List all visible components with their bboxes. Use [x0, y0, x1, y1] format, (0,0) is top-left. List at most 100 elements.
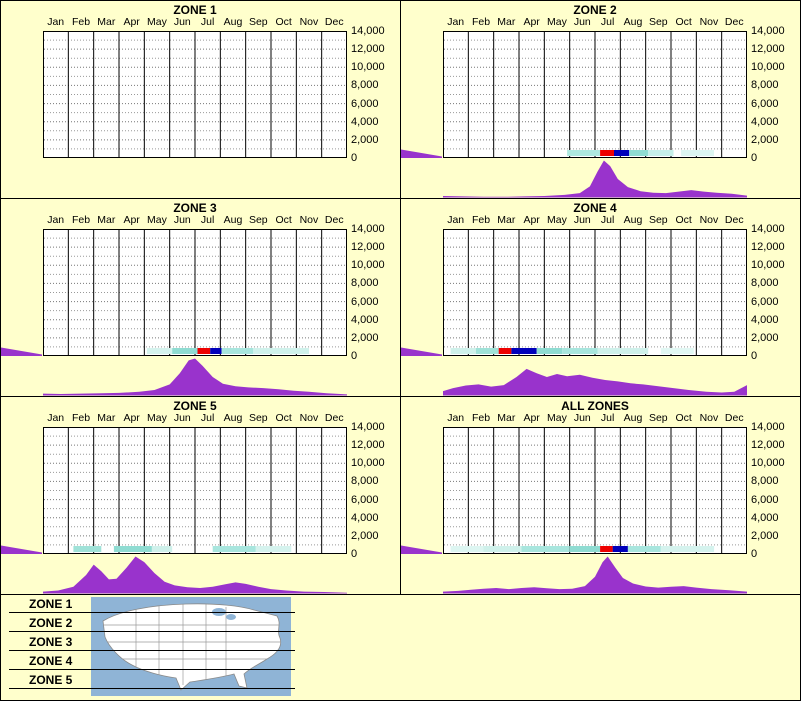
left-wedge	[1, 545, 42, 554]
phenology-grid	[43, 229, 347, 356]
month-label: Apr	[523, 16, 540, 28]
y-tick-label: 12,000	[751, 43, 785, 56]
month-label: Mar	[497, 16, 516, 28]
month-axis: Jan Feb Mar Apr May Jun Jul Aug Sep Oct Nov Dec	[443, 412, 747, 424]
left-wedge	[1, 347, 42, 356]
month-label: Feb	[471, 16, 491, 28]
legend-area: ZONE 1 ZONE 2 ZONE 3 ZONE 4 ZONE 5	[1, 595, 800, 700]
panel-title: ALL ZONES	[561, 399, 629, 413]
y-tick-label: 10,000	[351, 61, 385, 74]
y-tick-label: 4,000	[351, 313, 379, 326]
month-label: Aug	[223, 412, 243, 424]
month-label: Dec	[324, 412, 344, 424]
month-label: Feb	[71, 412, 91, 424]
zone-divider-line	[9, 650, 295, 651]
y-tick-label: 8,000	[751, 277, 779, 290]
month-label: Oct	[275, 16, 292, 28]
phenology-grid	[443, 427, 747, 554]
y-tick-label: 12,000	[351, 439, 385, 452]
month-label: Jun	[173, 214, 191, 226]
y-axis: 14,000 12,000 10,000 8,000 6,000 4,000 2,000 0	[351, 421, 397, 560]
y-tick-label: 4,000	[751, 511, 779, 524]
y-tick-label: 14,000	[351, 223, 385, 235]
month-label: Jan	[47, 412, 65, 424]
y-tick-label: 8,000	[751, 475, 779, 488]
month-label: May	[147, 412, 167, 424]
month-label: Nov	[699, 214, 719, 226]
left-wedge	[401, 149, 442, 158]
month-label: Nov	[299, 214, 319, 226]
zone-divider-line	[9, 688, 295, 689]
y-tick-label: 12,000	[751, 439, 785, 452]
month-label: Aug	[223, 16, 243, 28]
month-label: Sep	[248, 214, 268, 226]
y-tick-label: 4,000	[351, 511, 379, 524]
month-label: Jan	[447, 214, 465, 226]
month-label: Dec	[724, 16, 744, 28]
y-tick-label: 14,000	[751, 421, 785, 433]
month-label: May	[547, 412, 567, 424]
month-label: Jan	[47, 16, 65, 28]
y-tick-label: 0	[751, 350, 758, 362]
phenology-grid	[43, 427, 347, 554]
y-tick-label: 14,000	[751, 223, 785, 235]
y-tick-label: 2,000	[751, 331, 779, 344]
y-tick-label: 2,000	[751, 133, 779, 146]
month-label: Nov	[299, 412, 319, 424]
month-label: Jul	[600, 214, 615, 226]
month-label: Apr	[123, 412, 140, 424]
month-label: Jul	[200, 16, 215, 28]
y-axis: 14,000 12,000 10,000 8,000 6,000 4,000 2,000 0	[751, 223, 797, 362]
y-tick-label: 0	[351, 350, 358, 362]
month-label: Oct	[275, 412, 292, 424]
month-label: Feb	[71, 16, 91, 28]
month-label: Jun	[573, 412, 591, 424]
y-tick-label: 8,000	[351, 475, 379, 488]
left-wedge	[401, 545, 442, 554]
left-wedge	[401, 347, 442, 356]
y-tick-label: 12,000	[751, 241, 785, 254]
panel-zone-4: ZONE 4 Jan Feb Mar Apr May Jun Jul Aug Sep Oct Nov…	[401, 199, 800, 397]
month-label: Sep	[648, 412, 668, 424]
y-tick-label: 8,000	[351, 79, 379, 92]
phenology-grid	[443, 31, 747, 158]
month-label: Jun	[573, 214, 591, 226]
month-label: Jun	[173, 412, 191, 424]
y-axis: 14,000 12,000 10,000 8,000 6,000 4,000 2,000 0	[751, 25, 797, 164]
month-axis: Jan Feb Mar Apr May Jun Jul Aug Sep Oct Nov Dec	[443, 214, 747, 226]
month-label: Apr	[123, 16, 140, 28]
month-label: Sep	[648, 214, 668, 226]
month-label: Mar	[97, 412, 116, 424]
y-tick-label: 10,000	[751, 259, 785, 272]
month-label: Mar	[97, 214, 116, 226]
month-label: Aug	[623, 412, 643, 424]
month-label: Feb	[471, 412, 491, 424]
zone-divider-line	[9, 631, 295, 632]
panel-zone-2: ZONE 2 Jan Feb Mar Apr May Jun Jul Aug Sep Oct Nov…	[401, 1, 800, 199]
y-axis: 14,000 12,000 10,000 8,000 6,000 4,000 2,000 0	[351, 25, 397, 164]
y-tick-label: 12,000	[351, 43, 385, 56]
y-tick-label: 8,000	[751, 79, 779, 92]
month-label: Jan	[47, 214, 65, 226]
panel-zone-5: ZONE 5 Jan Feb Mar Apr May Jun Jul Aug Sep Oct Nov…	[1, 397, 401, 595]
month-axis: Jan Feb Mar Apr May Jun Jul Aug Sep Oct Nov Dec	[43, 16, 347, 28]
month-label: Apr	[523, 412, 540, 424]
month-label: Dec	[324, 16, 344, 28]
month-label: Oct	[275, 214, 292, 226]
legend-zone-1-label: ZONE 1	[29, 597, 73, 611]
panel-title: ZONE 1	[173, 3, 217, 17]
y-axis: 14,000 12,000 10,000 8,000 6,000 4,000 2,000 0	[351, 223, 397, 362]
month-label: Mar	[97, 16, 116, 28]
month-label: Nov	[699, 412, 719, 424]
month-label: Jan	[447, 412, 465, 424]
month-label: Mar	[497, 214, 516, 226]
y-tick-label: 4,000	[751, 115, 779, 128]
month-label: May	[147, 16, 167, 28]
panel-all-zones: ALL ZONES Jan Feb Mar Apr May Jun Jul Aug Sep Oct…	[401, 397, 800, 595]
month-label: Dec	[724, 214, 744, 226]
month-label: Sep	[248, 412, 268, 424]
y-tick-label: 6,000	[751, 295, 779, 308]
great-lake	[226, 614, 236, 620]
panel-title: ZONE 5	[173, 399, 217, 413]
